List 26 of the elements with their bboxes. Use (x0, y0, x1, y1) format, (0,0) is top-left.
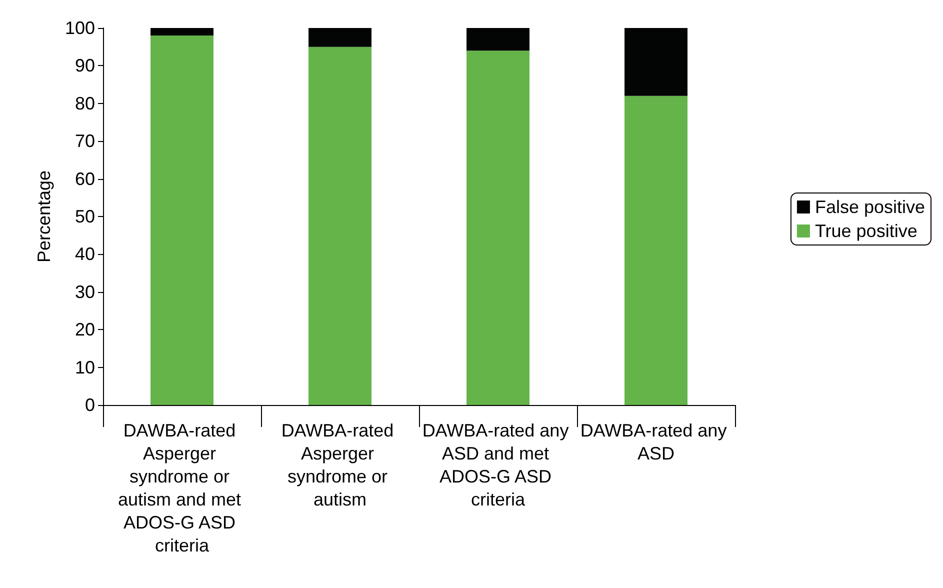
y-tick-label: 80 (74, 93, 95, 114)
y-tick-label: 70 (74, 131, 95, 152)
x-tick-label: DAWBA-rated any ASD (580, 420, 732, 464)
bar (466, 50, 530, 405)
y-tick-label: 0 (84, 395, 95, 415)
legend-label: True positive (814, 221, 918, 241)
x-tick-label: DAWBA-rated Asperger syndrome or autism (281, 420, 399, 510)
y-tick-label: 10 (74, 357, 95, 378)
y-tick-label: 100 (64, 18, 95, 38)
y-tick-label: 90 (74, 56, 95, 76)
y-tick-label: 60 (74, 168, 95, 189)
y-tick-label: 30 (74, 282, 95, 302)
bar (308, 28, 372, 47)
y-tick-label: 40 (74, 244, 95, 264)
bar (308, 46, 372, 405)
bar (466, 28, 530, 51)
x-tick-label: DAWBA-rated Asperger syndrome or autism and met ADOS-G ASD criteria (118, 420, 246, 556)
legend-label: False positive (814, 197, 926, 217)
bar (624, 96, 688, 405)
bar (150, 28, 214, 36)
x-tick-label: DAWBA-rated any ASD and met ADOS-G ASD criteria (422, 420, 574, 510)
y-axis-title: Percentage (34, 170, 54, 263)
y-tick-label: 50 (74, 206, 95, 226)
bar (624, 28, 688, 96)
bar (150, 36, 214, 405)
y-tick-label: 20 (74, 320, 95, 340)
